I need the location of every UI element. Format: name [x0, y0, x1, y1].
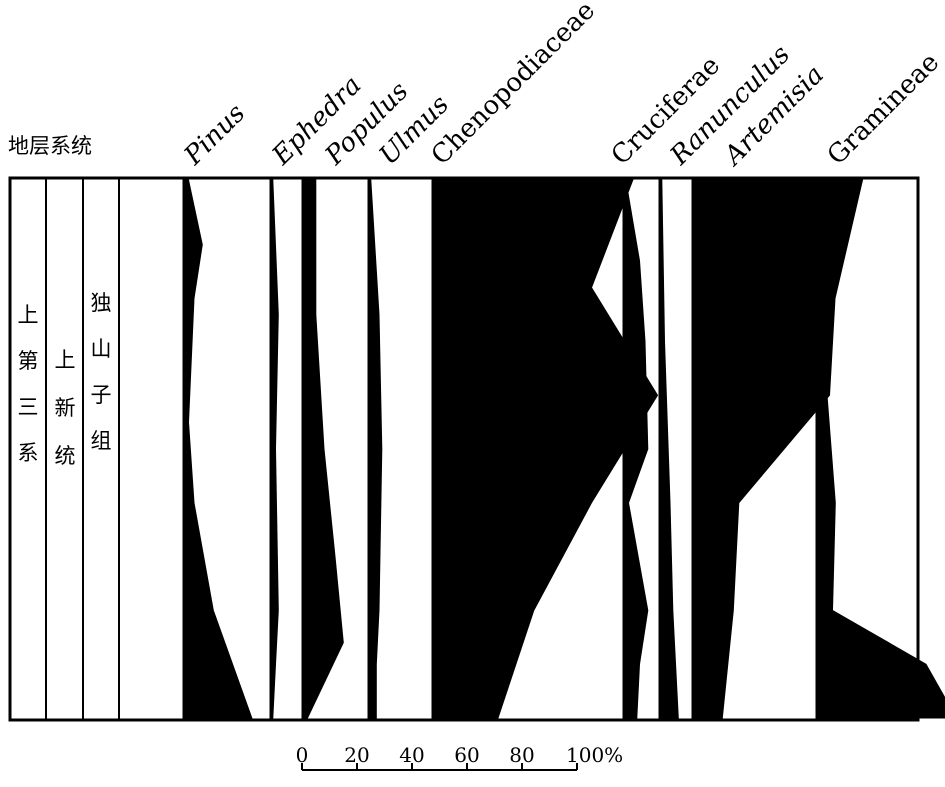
strata-char: 统 [55, 444, 76, 468]
strata-char: 山 [91, 337, 112, 361]
strata-char: 系 [18, 441, 39, 465]
scale-tick-label: 60 [454, 743, 479, 767]
scale-tick-label: 80 [509, 743, 534, 767]
strata-char: 上 [18, 303, 39, 327]
taxon-label-gramineae: Gramineae [822, 47, 945, 171]
pollen-curves [182, 179, 945, 719]
percent-scale: 0 20 40 60 80 100% [296, 743, 623, 771]
taxon-label-pinus: Pinus [178, 98, 251, 171]
strata-char: 新 [55, 396, 76, 420]
strata-char: 第 [18, 349, 39, 373]
curve-chenopodiaceae [431, 179, 659, 719]
strata-char: 子 [91, 383, 112, 407]
taxon-label-chenopodiaceae: Chenopodiaceae [426, 0, 601, 171]
scale-tick-label: 20 [344, 743, 369, 767]
strata-header: 地层系统 [8, 134, 92, 158]
strata-char: 三 [18, 395, 39, 419]
strata-column-2: 上新统 [55, 348, 76, 468]
curve-populus [301, 179, 344, 719]
scale-tick-label: 40 [399, 743, 424, 767]
strata-char: 上 [55, 348, 76, 372]
curve-ulmus [367, 179, 383, 719]
curve-ephedra [269, 179, 279, 719]
scale-tick-label: 0 [296, 743, 309, 767]
outer-frame [8, 176, 920, 722]
curve-pinus [182, 179, 253, 719]
curve-ranunculus [658, 179, 679, 719]
curve-gramineae [815, 179, 945, 719]
scale-tick-label: 100% [566, 743, 623, 767]
strata-char: 独 [91, 291, 112, 315]
diagram-frame [8, 176, 920, 722]
strata-char: 组 [91, 429, 112, 453]
curve-cruciferae [622, 179, 649, 719]
